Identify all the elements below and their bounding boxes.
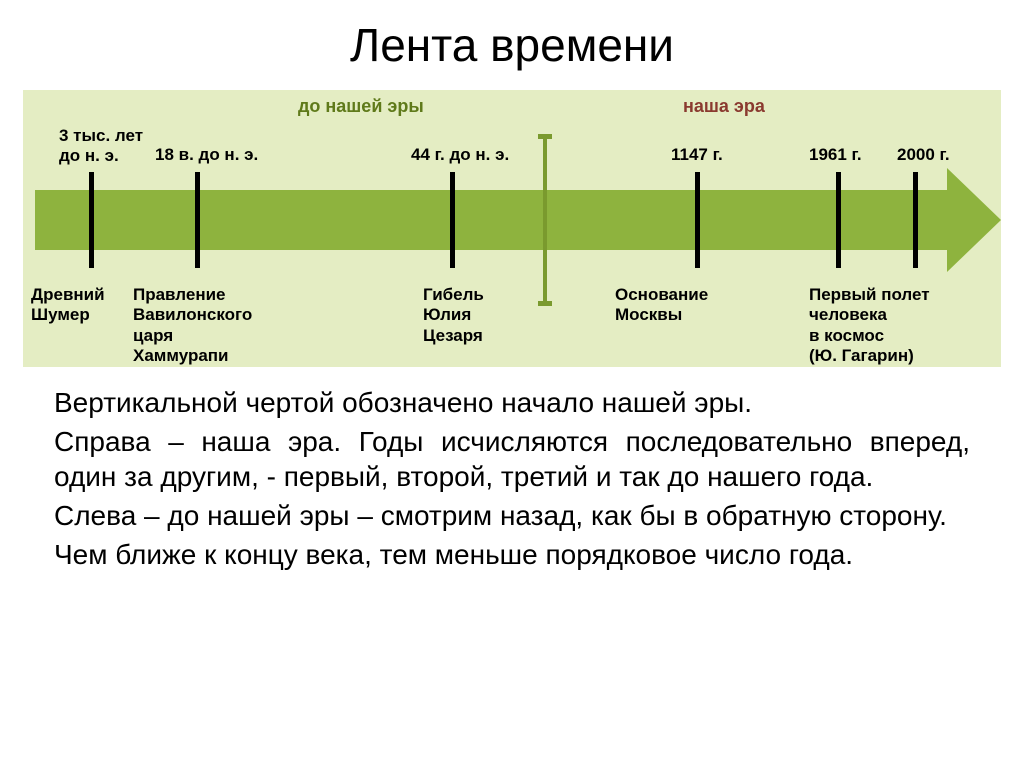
timeline-date: 44 г. до н. э. [411, 145, 509, 165]
body-text: Вертикальной чертой обозначено начало на… [32, 385, 992, 572]
body-paragraph: Справа – наша эра. Годы исчисляются посл… [54, 424, 970, 494]
timeline-tick [695, 172, 700, 268]
era-label-bce: до нашей эры [298, 96, 424, 117]
slide-title: Лента времени [0, 18, 1024, 72]
timeline-date: 18 в. до н. э. [155, 145, 258, 165]
body-paragraph: Слева – до нашей эры – смотрим назад, ка… [54, 498, 970, 533]
timeline-date: 1961 г. [809, 145, 862, 165]
timeline-event: ДревнийШумер [31, 285, 105, 326]
timeline-bar [35, 190, 947, 250]
timeline-event: ПравлениеВавилонскогоцаряХаммурапи [133, 285, 252, 367]
timeline-tick [195, 172, 200, 268]
timeline-tick [836, 172, 841, 268]
timeline-arrowhead [947, 168, 1001, 272]
era-divider-cap-bottom [538, 301, 552, 306]
timeline-date: 1147 г. [671, 145, 723, 165]
timeline-date: 2000 г. [897, 145, 950, 165]
timeline-event: Первый полетчеловекав космос(Ю. Гагарин) [809, 285, 930, 367]
timeline-date: 3 тыс. летдо н. э. [59, 126, 143, 166]
slide: Лента времени до нашей эры наша эра 3 тыс.… [0, 0, 1024, 767]
timeline-tick [89, 172, 94, 268]
timeline-diagram: до нашей эры наша эра 3 тыс. летдо н. э. 18… [23, 90, 1001, 367]
era-divider-cap-top [538, 134, 552, 139]
era-divider [543, 138, 547, 302]
body-paragraph: Чем ближе к концу века, тем меньше поряд… [54, 537, 970, 572]
era-label-ce: наша эра [683, 96, 765, 117]
timeline-event: ГибельЮлияЦезаря [423, 285, 484, 346]
body-paragraph: Вертикальной чертой обозначено начало на… [54, 385, 970, 420]
timeline-tick [450, 172, 455, 268]
timeline-event: ОснованиеМосквы [615, 285, 708, 326]
timeline-tick [913, 172, 918, 268]
